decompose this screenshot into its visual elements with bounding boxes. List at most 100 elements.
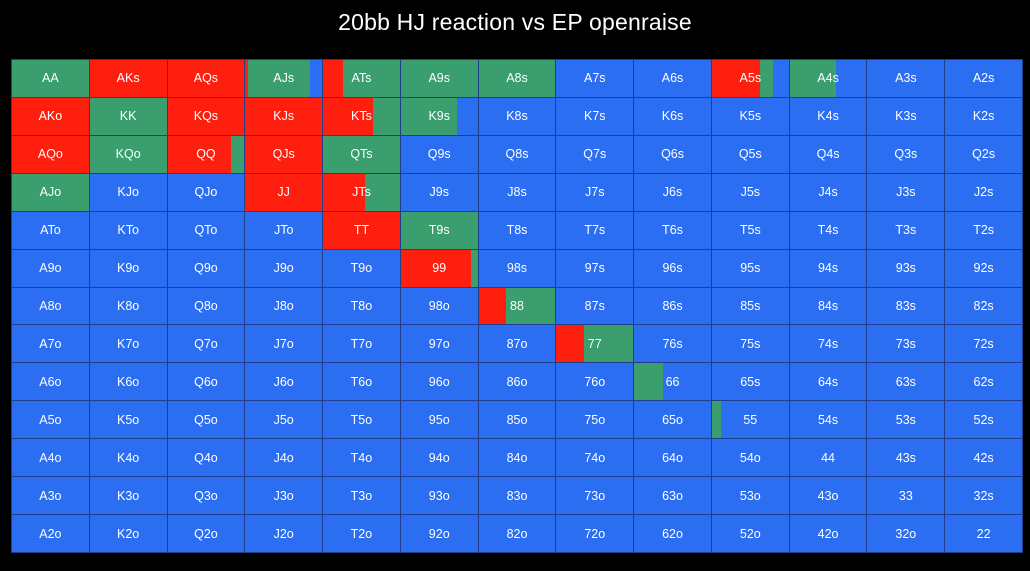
hand-cell: Q2o (167, 515, 245, 552)
fold-segment (634, 135, 711, 173)
hand-label: 74o (584, 450, 606, 465)
hand-cell: 82s (945, 287, 1022, 325)
call-segment (759, 60, 774, 97)
raise-segment (245, 135, 323, 173)
hand-label: 98o (428, 298, 450, 313)
fold-segment (867, 173, 945, 211)
fold-segment (867, 363, 945, 401)
hand-label: 96s (662, 261, 683, 276)
fold-segment (12, 211, 89, 249)
hand-cell: 92o (400, 515, 478, 552)
fold-segment (167, 515, 245, 552)
fold-segment (400, 401, 478, 439)
hand-label: 92s (973, 261, 994, 276)
hand-label: T6s (662, 223, 683, 238)
fold-segment (478, 173, 556, 211)
fold-segment (835, 60, 867, 97)
hand-cell: J6o (245, 363, 323, 401)
fold-segment (711, 249, 789, 287)
hand-cell: J2o (245, 515, 323, 552)
raise-segment (245, 173, 323, 211)
hand-cell: 86o (478, 363, 556, 401)
fold-segment (89, 439, 167, 477)
hand-label: T8o (350, 298, 373, 313)
hand-cell: Q4o (167, 439, 245, 477)
hand-cell: ATs (323, 60, 400, 97)
hand-label: 84s (817, 298, 839, 313)
hand-cell: 42s (945, 439, 1022, 477)
hand-label: 73s (895, 336, 916, 351)
hand-label: AQs (193, 71, 219, 86)
fold-segment (323, 363, 400, 401)
hand-label: K5o (117, 412, 140, 427)
hand-label: AKs (116, 71, 140, 86)
hand-cell: KQs (167, 97, 245, 135)
hand-cell: 84s (789, 287, 867, 325)
hand-label: 42s (973, 450, 994, 465)
fold-segment (89, 363, 167, 401)
fold-segment (634, 439, 711, 477)
hand-cell: QJo (167, 173, 245, 211)
hand-label: 54o (739, 450, 761, 465)
hand-cell: AKs (89, 60, 167, 97)
hand-cell: JJ (245, 173, 323, 211)
hand-label: A9s (428, 71, 450, 86)
hand-cell: A9o (12, 249, 89, 287)
hand-cell: AQs (167, 60, 245, 97)
fold-segment (400, 477, 478, 515)
fold-segment (556, 97, 634, 135)
hand-cell: 96o (400, 363, 478, 401)
raise-segment (167, 97, 245, 135)
hand-label: 64o (662, 450, 683, 465)
hand-cell: 85s (711, 287, 789, 325)
hand-cell: Q7s (556, 135, 634, 173)
hand-label: 63o (662, 488, 683, 503)
hand-cell: T6o (323, 363, 400, 401)
hand-label: J4o (273, 450, 294, 465)
fold-segment (556, 249, 634, 287)
hand-cell: AJs (245, 60, 323, 97)
call-segment (89, 97, 167, 135)
raise-segment (323, 211, 400, 249)
hand-cell: 82o (478, 515, 556, 552)
fold-segment (945, 249, 1022, 287)
hand-label: 66 (665, 374, 680, 389)
fold-segment (945, 287, 1022, 325)
fold-segment (478, 325, 556, 363)
hand-label: Q3s (894, 147, 918, 162)
hand-label: T2s (973, 223, 995, 238)
hand-label: A2s (972, 71, 995, 86)
fold-segment (323, 515, 400, 552)
fold-segment (789, 287, 867, 325)
hand-label: KK (119, 109, 137, 124)
fold-segment (711, 439, 789, 477)
hand-label: K7o (117, 336, 140, 351)
fold-segment (89, 515, 167, 552)
fold-segment (245, 287, 323, 325)
hand-label: J3o (273, 488, 294, 503)
hand-label: QTo (194, 223, 218, 238)
hand-cell: 63s (867, 363, 945, 401)
fold-segment (773, 60, 789, 97)
hand-cell: Q6o (167, 363, 245, 401)
hand-label: T4o (350, 450, 373, 465)
fold-segment (789, 325, 867, 363)
fold-segment (478, 477, 556, 515)
hand-cell: 65o (634, 401, 711, 439)
fold-segment (711, 477, 789, 515)
hand-label: K2o (117, 526, 140, 541)
hand-label: 53s (895, 412, 916, 427)
hand-cell: 64o (634, 439, 711, 477)
hand-label: T7s (584, 223, 606, 238)
fold-segment (12, 249, 89, 287)
hand-cell: KJo (89, 173, 167, 211)
hand-cell: A2s (945, 60, 1022, 97)
fold-segment (245, 211, 323, 249)
hand-label: ATs (351, 71, 372, 86)
hand-cell: J7o (245, 325, 323, 363)
hand-label: Q6o (194, 374, 218, 389)
hand-cell: T9s (400, 211, 478, 249)
fold-segment (867, 135, 945, 173)
hand-label: J8o (273, 298, 294, 313)
call-segment (400, 211, 478, 249)
